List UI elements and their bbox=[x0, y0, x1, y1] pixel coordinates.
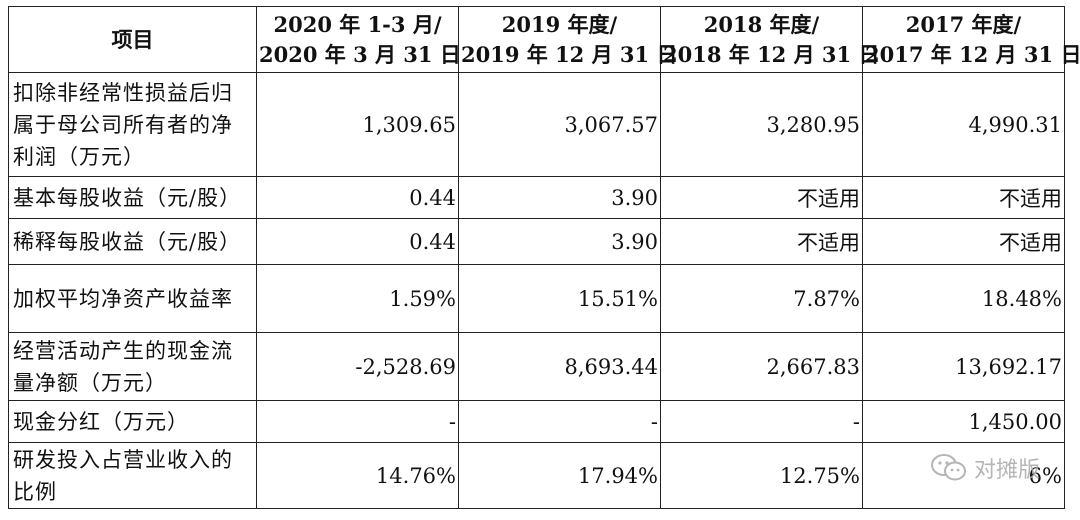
header-period-line1: 2019 年度/ bbox=[501, 11, 618, 37]
header-period-line1: 2017 年度/ bbox=[905, 11, 1022, 37]
table-row: 经营活动产生的现金流量净额（万元） -2,528.69 8,693.44 2,6… bbox=[8, 332, 1065, 401]
header-period-line1: 2020 年 1-3 月/ bbox=[273, 11, 442, 37]
cell-value: 3,067.57 bbox=[458, 72, 661, 177]
watermark-text: 对摊版 bbox=[974, 458, 1041, 483]
cell-value: -2,528.69 bbox=[256, 332, 459, 401]
cell-value: - bbox=[256, 400, 459, 443]
header-period-line2: 2020 年 3 月 31 日 bbox=[259, 41, 461, 67]
cell-value: 7.87% bbox=[660, 264, 863, 333]
cell-value: 3,280.95 bbox=[660, 72, 863, 177]
table-row: 现金分红（万元） - - - 1,450.00 bbox=[8, 400, 1065, 443]
cell-value: 3.90 bbox=[458, 218, 661, 265]
header-period-2018: 2018 年度/ 2018 年 12 月 31 日 bbox=[660, 6, 880, 73]
header-period-line2: 2017 年 12 月 31 日 bbox=[865, 41, 1080, 67]
header-period-line2: 2019 年 12 月 31 日 bbox=[461, 41, 678, 67]
cell-value: 0.44 bbox=[256, 176, 459, 219]
cell-value: 不适用 bbox=[660, 218, 863, 265]
table-row: 研发投入占营业收入的比例 14.76% 17.94% 12.75% 6% bbox=[8, 442, 1065, 509]
cell-value: - bbox=[458, 400, 661, 443]
table-row: 加权平均净资产收益率 1.59% 15.51% 7.87% 18.48% bbox=[8, 264, 1065, 333]
table-row: 扣除非经常性损益后归属于母公司所有者的净利润（万元） 1,309.65 3,06… bbox=[8, 72, 1065, 177]
row-label: 基本每股收益（元/股） bbox=[8, 176, 257, 219]
cell-value: 不适用 bbox=[862, 176, 1065, 219]
wechat-icon bbox=[930, 452, 968, 484]
cell-value: 1,309.65 bbox=[256, 72, 459, 177]
row-label: 加权平均净资产收益率 bbox=[8, 264, 257, 333]
row-label: 经营活动产生的现金流量净额（万元） bbox=[8, 332, 257, 401]
header-period-2017: 2017 年度/ 2017 年 12 月 31 日 bbox=[862, 6, 1080, 73]
cell-value: 不适用 bbox=[660, 176, 863, 219]
header-item: 项目 bbox=[8, 6, 257, 73]
cell-value: 4,990.31 bbox=[862, 72, 1065, 177]
cell-value: 不适用 bbox=[862, 218, 1065, 265]
row-label: 研发投入占营业收入的比例 bbox=[8, 442, 257, 509]
financial-table: 项目 2020 年 1-3 月/ 2020 年 3 月 31 日 2019 年度… bbox=[8, 6, 1080, 509]
row-label: 稀释每股收益（元/股） bbox=[8, 218, 257, 265]
cell-value: 13,692.17 bbox=[862, 332, 1065, 401]
table-row: 基本每股收益（元/股） 0.44 3.90 不适用 不适用 bbox=[8, 176, 1065, 219]
cell-value: 8,693.44 bbox=[458, 332, 661, 401]
watermark: 对摊版 bbox=[930, 448, 1040, 488]
header-row: 项目 2020 年 1-3 月/ 2020 年 3 月 31 日 2019 年度… bbox=[8, 6, 1080, 73]
header-period-line2: 2018 年 12 月 31 日 bbox=[663, 41, 880, 67]
header-period-2019: 2019 年度/ 2019 年 12 月 31 日 bbox=[458, 6, 678, 73]
cell-value: 6% bbox=[862, 442, 1065, 509]
cell-value: 1.59% bbox=[256, 264, 459, 333]
header-period-line1: 2018 年度/ bbox=[703, 11, 820, 37]
cell-value: - bbox=[660, 400, 863, 443]
cell-value: 0.44 bbox=[256, 218, 459, 265]
row-label: 扣除非经常性损益后归属于母公司所有者的净利润（万元） bbox=[8, 72, 257, 177]
cell-value: 2,667.83 bbox=[660, 332, 863, 401]
cell-value: 18.48% bbox=[862, 264, 1065, 333]
cell-value: 15.51% bbox=[458, 264, 661, 333]
row-label: 现金分红（万元） bbox=[8, 400, 257, 443]
cell-value: 12.75% bbox=[660, 442, 863, 509]
cell-value: 17.94% bbox=[458, 442, 661, 509]
cell-value: 14.76% bbox=[256, 442, 459, 509]
table-row: 稀释每股收益（元/股） 0.44 3.90 不适用 不适用 bbox=[8, 218, 1065, 265]
cell-value: 3.90 bbox=[458, 176, 661, 219]
cell-value: 1,450.00 bbox=[862, 400, 1065, 443]
header-period-2020q1: 2020 年 1-3 月/ 2020 年 3 月 31 日 bbox=[256, 6, 461, 73]
